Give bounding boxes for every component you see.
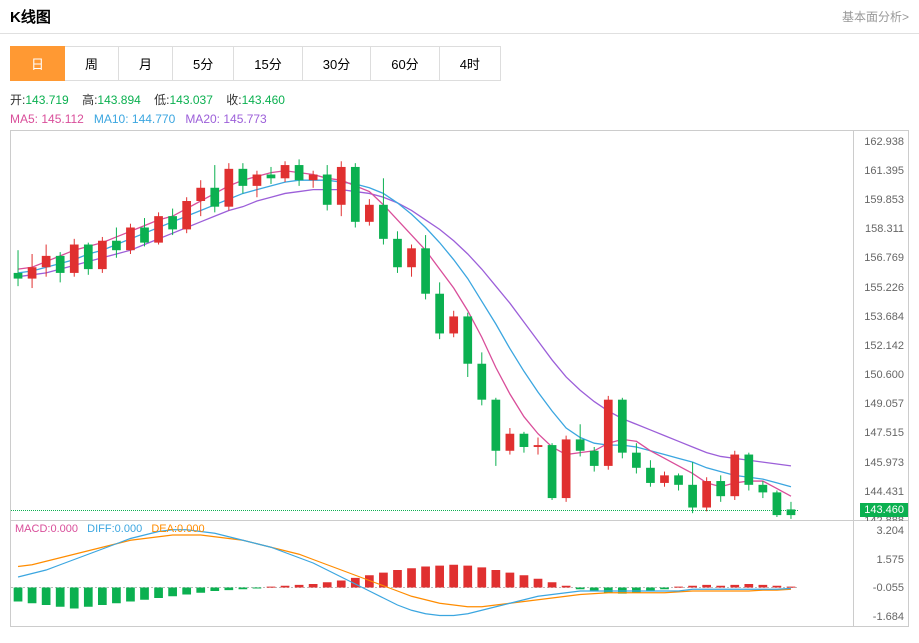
ma-legend: MA5: 145.112 MA10: 144.770 MA20: 145.773 bbox=[0, 110, 919, 130]
y-tick: 145.973 bbox=[864, 457, 904, 469]
y-tick: 155.226 bbox=[864, 282, 904, 294]
macd-y-axis: 3.204 1.575 -0.055 -1.684 bbox=[853, 521, 908, 626]
timeframe-tab[interactable]: 15分 bbox=[234, 46, 302, 81]
y-tick: 149.057 bbox=[864, 398, 904, 410]
timeframe-tab[interactable]: 30分 bbox=[303, 46, 371, 81]
timeframe-tabs: 日周月5分15分30分60分4时 bbox=[10, 46, 909, 81]
dea-label: DEA:0.000 bbox=[151, 523, 204, 535]
ma5-label: MA5: 145.112 bbox=[10, 112, 84, 126]
y-tick: 159.853 bbox=[864, 194, 904, 206]
high-value: 143.894 bbox=[97, 93, 140, 107]
y-tick: 3.204 bbox=[876, 525, 904, 537]
ma10-label: MA10: 144.770 bbox=[94, 112, 175, 126]
open-label: 开: bbox=[10, 93, 25, 107]
diff-label: DIFF:0.000 bbox=[87, 523, 142, 535]
close-value: 143.460 bbox=[242, 93, 285, 107]
open-value: 143.719 bbox=[25, 93, 68, 107]
low-label: 低: bbox=[154, 93, 169, 107]
price-y-axis: 162.938 161.395 159.853 158.311 156.769 155.2… bbox=[853, 131, 908, 520]
y-tick: 162.938 bbox=[864, 136, 904, 148]
fundamental-analysis-link[interactable]: 基本面分析> bbox=[842, 8, 909, 25]
ohlc-row: 开:143.719 高:143.894 低:143.037 收:143.460 bbox=[0, 89, 919, 110]
timeframe-tab[interactable]: 月 bbox=[119, 46, 173, 81]
y-tick: 158.311 bbox=[865, 223, 904, 235]
close-label: 收: bbox=[226, 93, 241, 107]
y-tick: 144.431 bbox=[864, 486, 904, 498]
high-label: 高: bbox=[82, 93, 97, 107]
timeframe-tab[interactable]: 60分 bbox=[371, 46, 439, 81]
macd-label: MACD:0.000 bbox=[15, 523, 78, 535]
timeframe-tab[interactable]: 4时 bbox=[440, 46, 501, 81]
y-tick: 147.515 bbox=[864, 427, 904, 439]
candlestick-chart[interactable]: 162.938 161.395 159.853 158.311 156.769 155.2… bbox=[11, 131, 908, 521]
macd-chart[interactable]: MACD:0.000 DIFF:0.000 DEA:0.000 3.204 1.5… bbox=[11, 521, 908, 626]
close-price-tag: 143.460 bbox=[860, 503, 908, 517]
timeframe-tab[interactable]: 日 bbox=[10, 46, 65, 81]
y-tick: 152.142 bbox=[864, 340, 904, 352]
y-tick: 156.769 bbox=[864, 252, 904, 264]
timeframe-tab[interactable]: 5分 bbox=[173, 46, 234, 81]
macd-legend: MACD:0.000 DIFF:0.000 DEA:0.000 bbox=[15, 523, 205, 535]
ma20-label: MA20: 145.773 bbox=[185, 112, 266, 126]
chart-title: K线图 bbox=[10, 6, 51, 27]
y-tick: -0.055 bbox=[873, 582, 904, 594]
y-tick: -1.684 bbox=[873, 611, 904, 623]
y-tick: 1.575 bbox=[876, 554, 904, 566]
y-tick: 150.600 bbox=[864, 369, 904, 381]
timeframe-tab[interactable]: 周 bbox=[65, 46, 119, 81]
low-value: 143.037 bbox=[170, 93, 213, 107]
y-tick: 161.395 bbox=[864, 165, 904, 177]
y-tick: 153.684 bbox=[864, 311, 904, 323]
